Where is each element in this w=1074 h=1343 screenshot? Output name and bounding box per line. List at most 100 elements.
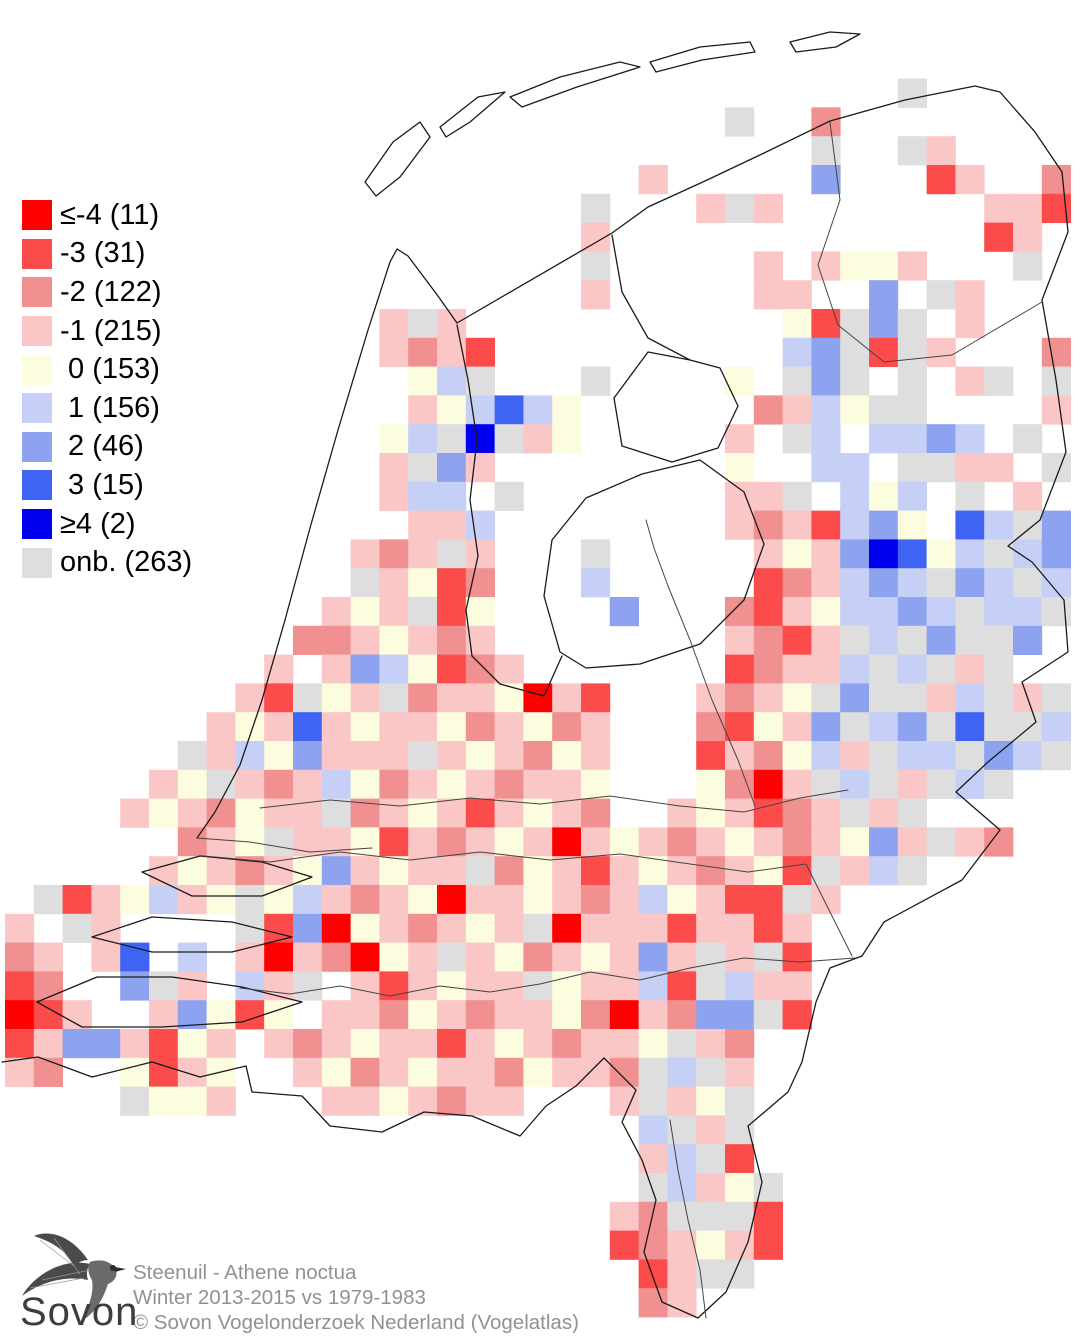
grid-cell [350,1057,380,1087]
grid-cell [984,568,1014,598]
grid-cell [350,625,380,655]
grid-cell [725,193,755,223]
grid-cell [437,654,467,684]
grid-cell [926,136,956,166]
grid-cell [984,453,1014,483]
grid-cell [667,1201,697,1231]
grid-cell [177,769,207,799]
legend-swatch [22,354,52,385]
grid-cell [177,798,207,828]
grid-cell [609,1057,639,1087]
grid-cell [869,309,899,339]
grid-cell [581,942,611,972]
grid-cell [91,942,121,972]
grid-cell [725,1173,755,1203]
grid-cell [897,78,927,108]
grid-cell [638,1201,668,1231]
grid-cell [149,971,179,1001]
legend-label: -1 (215) [60,314,162,347]
grid-cell [581,1000,611,1030]
grid-cell [782,424,812,454]
grid-cell [955,683,985,713]
grid-cell [782,971,812,1001]
grid-cell [753,510,783,540]
grid-cell [926,165,956,195]
grid-cell [321,942,351,972]
grid-cell [5,913,35,943]
grid-cell [494,913,524,943]
grid-cell [91,885,121,915]
grid-cell [725,971,755,1001]
grid-cell [408,856,438,886]
grid-cell [811,453,841,483]
grid-cell [321,856,351,886]
grid-cell [638,885,668,915]
grid-cell [638,942,668,972]
grid-cell [437,366,467,396]
legend-item: onb. (263) [22,543,192,582]
grid-cell [869,597,899,627]
grid-cell [379,885,409,915]
grid-cell [321,1057,351,1087]
grid-cell [523,395,553,425]
grid-cell [926,769,956,799]
grid-cell [869,683,899,713]
grid-cell [379,971,409,1001]
grid-cell [897,712,927,742]
legend-item: 3 (15) [22,466,192,505]
grid-cell [494,683,524,713]
grid-cell [869,798,899,828]
grid-cell [494,741,524,771]
grid-cell [811,597,841,627]
grid-cell [206,885,236,915]
grid-cell [581,798,611,828]
grid-cell [955,481,985,511]
legend: ≤-4 (11) -3 (31) -2 (122) -1 (215) 0 (153) … [22,196,192,582]
grid-cell [177,1029,207,1059]
grid-cell [465,712,495,742]
grid-cell [753,827,783,857]
grid-cell [696,856,726,886]
grid-cell [552,1057,582,1087]
grid-cell [465,366,495,396]
grid-cell [609,942,639,972]
grid-cell [437,1057,467,1087]
grid-cell [926,337,956,367]
grid-cell [379,827,409,857]
grid-cell [408,769,438,799]
grid-cell [984,539,1014,569]
grid-cell [206,856,236,886]
grid-cell [753,1000,783,1030]
grid-cell [1013,193,1043,223]
grid-cell [321,798,351,828]
grid-cell [379,856,409,886]
grid-cell [667,1057,697,1087]
grid-cell [465,424,495,454]
grid-cell [408,827,438,857]
legend-swatch [22,277,52,308]
grid-cell [293,913,323,943]
grid-cell [350,856,380,886]
grid-cell [926,539,956,569]
grid-cell [984,625,1014,655]
grid-cell [725,424,755,454]
map-caption: Steenuil - Athene noctua Winter 2013-201… [133,1260,579,1335]
grid-cell [725,913,755,943]
grid-cell [869,769,899,799]
grid-cell [811,395,841,425]
grid-cell [955,366,985,396]
grid-cell [437,539,467,569]
grid-cell [897,856,927,886]
grid-cell [177,827,207,857]
grid-cell [465,1029,495,1059]
grid-cell [264,942,294,972]
grid-cell [321,597,351,627]
grid-cell [523,856,553,886]
grid-cell [437,1086,467,1116]
grid-cell [494,481,524,511]
grid-cell [437,309,467,339]
grid-cell [494,395,524,425]
grid-cell [437,625,467,655]
legend-item: -2 (122) [22,273,192,312]
grid-cell [725,510,755,540]
